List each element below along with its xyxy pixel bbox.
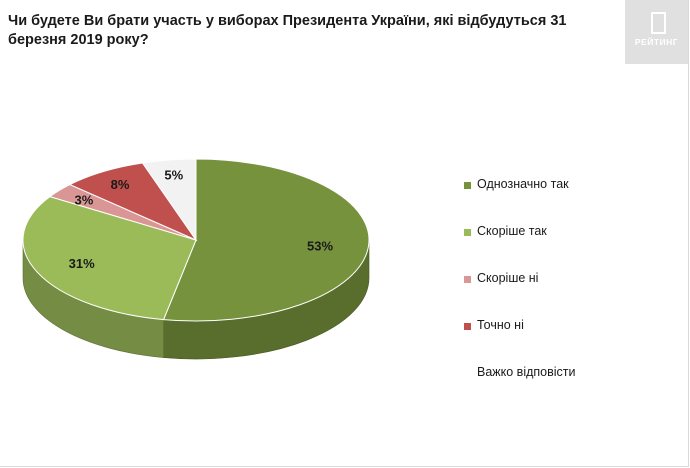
pie-slices [22, 158, 370, 322]
legend-swatch [464, 276, 471, 283]
pie-slice-odnoznachno-tak [162, 158, 370, 322]
logo-mark-icon [651, 12, 666, 34]
data-label-tochno-ni: 8% [111, 177, 130, 192]
legend-swatch [464, 323, 471, 330]
legend-swatch [464, 182, 471, 189]
legend: Однозначно так Скоріше так Скоріше ні Точно… [464, 177, 576, 412]
data-label-vazhko-vidpovisty: 5% [164, 167, 183, 182]
legend-swatch [464, 370, 471, 377]
legend-item-skorishe-tak: Скоріше так [464, 224, 576, 271]
legend-item-tochno-ni: Точно ні [464, 318, 576, 365]
legend-item-odnoznachno-tak: Однозначно так [464, 177, 576, 224]
legend-label: Однозначно так [477, 177, 569, 191]
data-label-skorishe-ni: 3% [75, 192, 94, 207]
legend-label: Важко відповісти [477, 365, 576, 379]
legend-label: Скоріше так [477, 224, 547, 238]
pie-data-labels: 53% 31% 3% 8% 5% [69, 167, 334, 271]
legend-swatch [464, 229, 471, 236]
pie-slice-vazhko-vidpovisty [141, 158, 197, 242]
legend-label: Скоріше ні [477, 271, 539, 285]
data-label-skorishe-tak: 31% [69, 256, 95, 271]
rating-logo: РЕЙТИНГ [625, 0, 688, 64]
chart-title: Чи будете Ви брати участь у виборах През… [8, 13, 567, 48]
data-label-odnoznachno-tak: 53% [307, 239, 333, 254]
logo-text: РЕЙТИНГ [634, 37, 679, 47]
legend-label: Точно ні [477, 318, 524, 332]
legend-item-skorishe-ni: Скоріше ні [464, 271, 576, 318]
legend-item-vazhko-vidpovisty: Важко відповісти [464, 365, 576, 412]
